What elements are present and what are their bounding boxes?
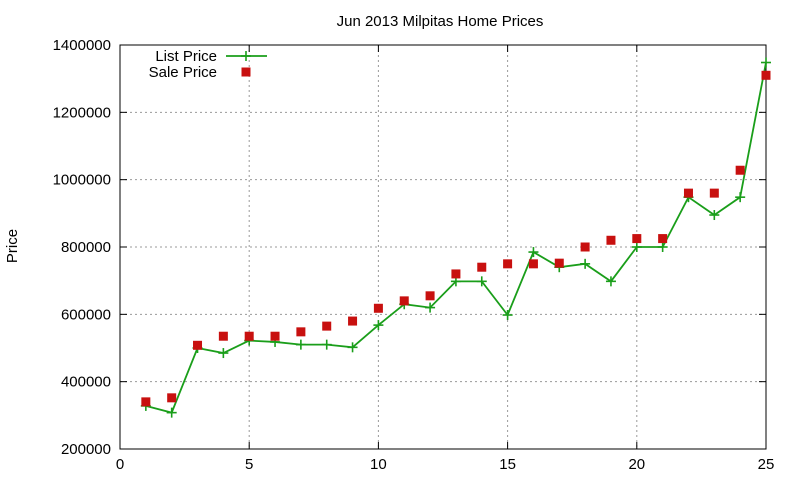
data-point bbox=[709, 188, 719, 198]
data-point bbox=[451, 269, 461, 279]
y-tick-label: 1000000 bbox=[53, 172, 111, 189]
data-point bbox=[141, 397, 151, 407]
data-point bbox=[218, 331, 228, 341]
y-tick-label: 1400000 bbox=[53, 37, 111, 54]
data-point bbox=[657, 242, 668, 252]
data-point bbox=[477, 262, 487, 272]
data-point bbox=[322, 321, 332, 331]
data-point bbox=[167, 393, 177, 403]
data-point bbox=[683, 188, 693, 198]
data-point bbox=[503, 259, 513, 269]
data-point bbox=[348, 316, 358, 326]
data-point bbox=[709, 210, 720, 221]
data-point bbox=[347, 342, 358, 353]
y-axis-label: Price bbox=[4, 229, 21, 263]
data-point bbox=[761, 57, 771, 68]
data-point bbox=[373, 303, 383, 313]
chart-title: Jun 2013 Milpitas Home Prices bbox=[337, 13, 544, 30]
data-point bbox=[761, 70, 771, 80]
x-tick-label: 15 bbox=[499, 456, 516, 473]
y-tick-label: 1200000 bbox=[53, 104, 111, 121]
data-point bbox=[631, 242, 642, 252]
data-point bbox=[476, 276, 487, 287]
series-list-price bbox=[140, 57, 771, 418]
grid bbox=[120, 45, 766, 449]
data-point bbox=[373, 320, 384, 331]
data-point bbox=[554, 258, 564, 268]
x-tick-label: 0 bbox=[116, 456, 124, 473]
data-point bbox=[580, 242, 590, 252]
data-point bbox=[425, 291, 435, 301]
legend-label: List Price bbox=[155, 48, 217, 65]
legend-marker bbox=[241, 51, 251, 61]
data-point bbox=[658, 234, 668, 244]
y-tick-label: 800000 bbox=[61, 239, 111, 256]
data-point bbox=[166, 407, 177, 418]
legend-label: Sale Price bbox=[149, 64, 217, 81]
data-point bbox=[425, 302, 436, 313]
y-tick-label: 400000 bbox=[61, 374, 111, 391]
x-tick-label: 20 bbox=[628, 456, 645, 473]
x-tick-label: 10 bbox=[370, 456, 387, 473]
y-tick-label: 600000 bbox=[61, 306, 111, 323]
data-point bbox=[193, 340, 203, 350]
data-point bbox=[735, 192, 746, 203]
data-point bbox=[502, 310, 513, 321]
data-point bbox=[399, 296, 409, 306]
data-point bbox=[321, 339, 332, 350]
data-point bbox=[528, 259, 538, 269]
series-sale-price bbox=[141, 70, 771, 407]
y-tick-label: 200000 bbox=[61, 441, 111, 458]
x-tick-label: 5 bbox=[245, 456, 253, 473]
axis-ticks: 0 5 10 15 20 25 200000 400000 600000 800000 100000… bbox=[53, 37, 775, 473]
data-point bbox=[295, 339, 306, 350]
data-point bbox=[528, 247, 539, 258]
data-point bbox=[218, 348, 229, 359]
data-point bbox=[296, 327, 306, 337]
series-line bbox=[145, 62, 767, 414]
data-point bbox=[244, 331, 254, 341]
data-point bbox=[632, 234, 642, 244]
data-point bbox=[606, 235, 616, 245]
legend-marker bbox=[241, 67, 251, 77]
data-point bbox=[270, 331, 280, 341]
series bbox=[140, 57, 771, 418]
data-point bbox=[580, 258, 591, 269]
x-tick-label: 25 bbox=[758, 456, 775, 473]
data-point bbox=[605, 276, 616, 287]
data-point bbox=[735, 165, 745, 175]
